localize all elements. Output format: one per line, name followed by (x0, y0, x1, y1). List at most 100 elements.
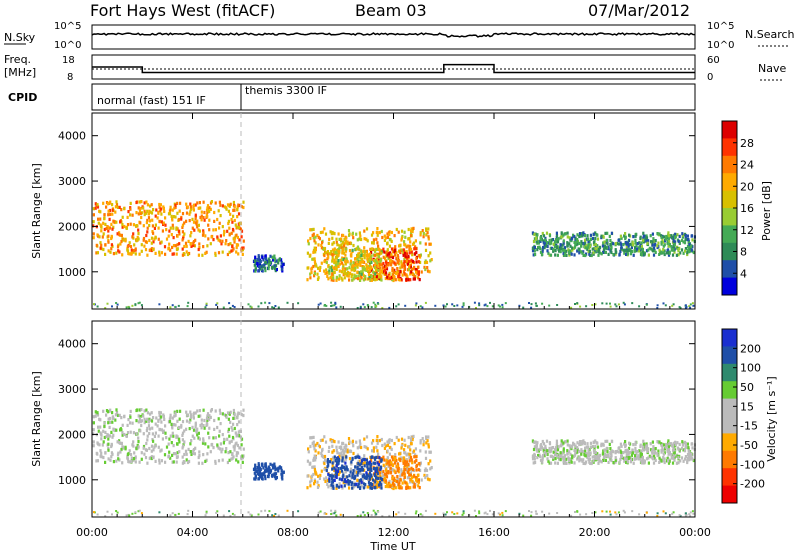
power-cell (116, 232, 119, 236)
power-cell (146, 209, 149, 213)
velocity-cell (332, 484, 335, 488)
velocity-cell (531, 439, 534, 443)
power-cell (499, 305, 501, 308)
power-cell (681, 235, 684, 239)
power-cell (176, 201, 179, 205)
velocity-cell (372, 446, 375, 450)
power-cell (647, 248, 650, 252)
power-cell (96, 205, 100, 209)
freq-label: Freq. (4, 53, 31, 66)
velocity-cell (194, 421, 197, 425)
power-cell (219, 239, 222, 243)
velocity-cell (373, 461, 376, 465)
power-cell (225, 239, 228, 243)
power-cell (408, 251, 411, 255)
velocity-cell (368, 482, 371, 486)
velocity-cell (365, 471, 368, 475)
power-cell (108, 217, 111, 221)
power-cell (680, 248, 684, 252)
velocity-cell (627, 452, 630, 456)
velocity-cell (183, 440, 186, 444)
velocity-cell (207, 445, 210, 449)
velocity-cell (354, 475, 357, 479)
power-cell (594, 236, 597, 241)
power-cell (535, 236, 538, 240)
velocity-cell (620, 444, 623, 448)
velocity-cell (645, 511, 648, 514)
velocity-cell (189, 410, 192, 414)
freq-panel-frame (91, 54, 696, 80)
power-cell (607, 247, 610, 251)
power-cell (198, 242, 201, 246)
velocity-cell (363, 445, 366, 449)
power-cell (152, 208, 155, 212)
power-cell (393, 253, 397, 257)
velocity-cell (375, 513, 378, 516)
power-cell (421, 306, 424, 309)
power-cell (235, 233, 238, 237)
velocity-cell (96, 459, 99, 463)
velocity-cell (396, 475, 399, 479)
velocity-cell (92, 428, 95, 432)
power-colorbar-label: Power [dB] (760, 181, 773, 241)
velocity-cell (352, 472, 355, 476)
velocity-cell (99, 431, 102, 435)
power-cell (259, 264, 263, 268)
velocity-cell (157, 434, 160, 438)
velocity-cell (193, 452, 196, 456)
power-cell (240, 235, 243, 239)
velocity-cell (531, 454, 534, 458)
power-cell (96, 233, 99, 237)
velocity-cell (208, 414, 211, 418)
velocity-cell (232, 422, 235, 426)
velocity-cell (334, 471, 337, 475)
power-cell (671, 236, 674, 240)
velocity-cell (190, 439, 193, 443)
power-cell (569, 244, 572, 248)
velocity-cell (597, 461, 600, 465)
velocity-cell (152, 416, 155, 420)
power-cell (604, 250, 607, 254)
power-cell (393, 249, 397, 253)
power-cell (226, 252, 229, 257)
velocity-cell (609, 513, 612, 516)
velocity-cell (216, 443, 219, 447)
velocity-cell (134, 511, 137, 514)
velocity-cell (107, 437, 110, 441)
power-cell (545, 231, 549, 235)
power-cell (146, 203, 149, 207)
velocity-cell (142, 444, 146, 449)
power-cell (451, 303, 454, 306)
velocity-cell (594, 511, 597, 514)
power-cell (673, 246, 676, 250)
colorbar-swatch (722, 433, 737, 452)
velocity-cell (185, 427, 188, 431)
velocity-cell (259, 468, 262, 472)
velocity-cell (596, 441, 599, 445)
power-cell (382, 261, 385, 266)
velocity-cell (372, 439, 375, 443)
velocity-cell (428, 450, 431, 454)
nave-tick-top: 60 (707, 55, 720, 66)
power-cell (185, 211, 189, 215)
velocity-cell (614, 460, 617, 464)
power-cell (547, 251, 550, 255)
power-cell (103, 213, 106, 217)
y-tick-label: 3000 (58, 383, 86, 396)
power-cell (104, 307, 107, 310)
power-cell (181, 212, 185, 216)
velocity-cell (379, 481, 382, 485)
velocity-cell (220, 450, 223, 454)
power-cell (587, 243, 590, 247)
velocity-cell (312, 465, 315, 469)
power-cell (165, 228, 168, 232)
power-cell (143, 213, 146, 217)
power-cell (320, 261, 323, 265)
velocity-cell (412, 485, 415, 489)
velocity-cell (361, 465, 364, 469)
velocity-cell (256, 470, 259, 474)
velocity-cell (340, 478, 344, 482)
power-cell (647, 239, 650, 243)
power-cell (413, 274, 416, 278)
velocity-cell (186, 460, 190, 465)
